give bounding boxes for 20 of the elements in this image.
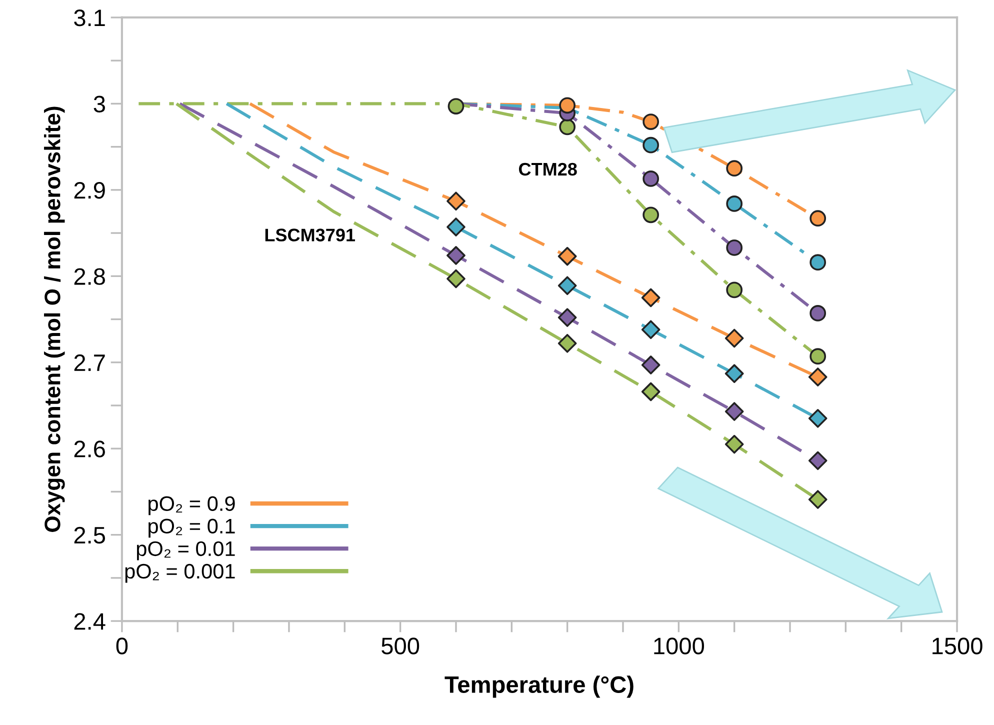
- legend-label: pO₂ = 0.001: [125, 564, 235, 583]
- x-tick-label: 1500: [932, 638, 982, 654]
- y-tick-label: 2.5: [74, 526, 106, 544]
- y-tick-label: 3: [94, 96, 105, 112]
- legend-label: pO₂ = 0.9: [148, 496, 235, 516]
- x-axis-title: Temperature (°C): [444, 676, 634, 698]
- y-tick-label: 2.9: [74, 182, 105, 199]
- y-tick-label: 3.1: [74, 10, 105, 26]
- x-tick-label: 0: [116, 638, 128, 654]
- legend-label: pO₂ = 0.1: [148, 518, 235, 538]
- y-tick-label: 2.8: [74, 268, 105, 285]
- y-axis-title: Oxygen content (mol O / mol perovskite): [44, 106, 65, 532]
- y-tick-label: 2.7: [74, 354, 105, 371]
- x-tick-label: 500: [382, 638, 420, 654]
- x-tick-label: 1000: [654, 638, 704, 654]
- annotation: CTM28: [518, 162, 577, 176]
- legend-label: pO₂ = 0.01: [136, 541, 235, 560]
- y-tick-label: 2.6: [74, 440, 105, 458]
- y-tick-label: 2.4: [74, 613, 106, 630]
- annotation: LSCM3791: [265, 228, 356, 242]
